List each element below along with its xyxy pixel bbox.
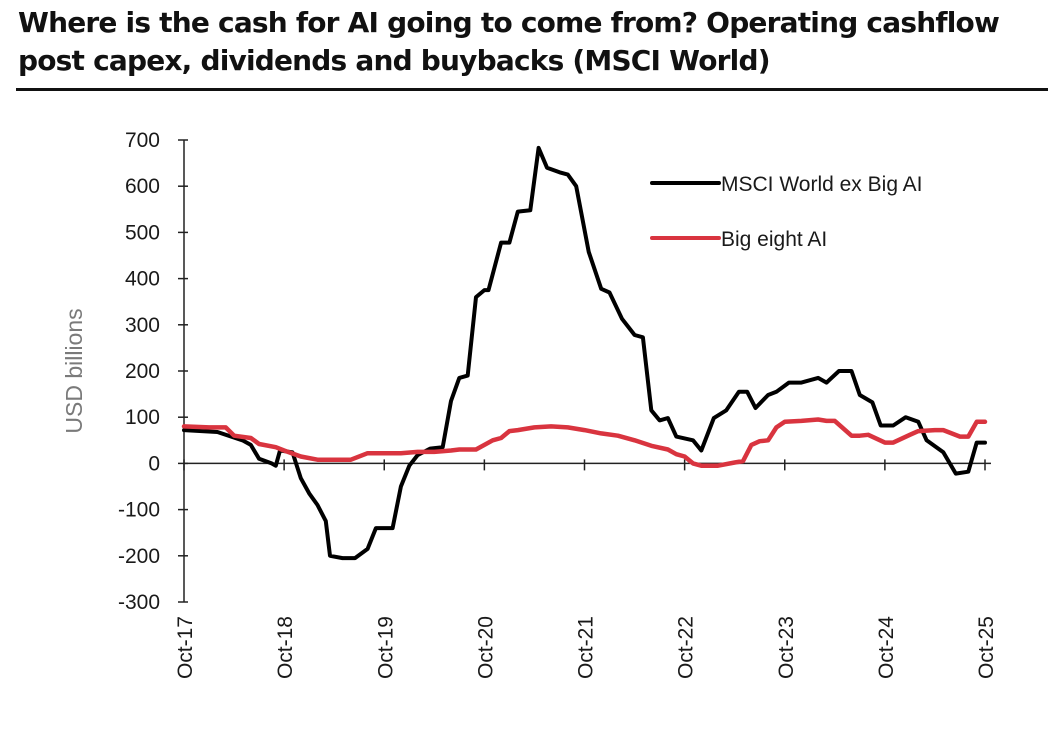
series-line-msci-world-ex-big-ai: [182, 145, 987, 561]
series-layer: [181, 145, 988, 561]
y-tick-label: -300: [118, 591, 160, 614]
series-line-big-eight-ai: [181, 417, 988, 468]
legend-label-msci-world-ex-big-ai: MSCI World ex Big AI: [721, 173, 923, 196]
y-axis-title: USD billions: [61, 308, 87, 433]
x-axis: Oct-17 Oct-18 Oct-19 Oct-20 Oct-21 Oct-22 Oct-…: [174, 459, 998, 679]
y-tick-label: 500: [125, 221, 160, 244]
legend: MSCI World ex Big AI Big eight AI: [650, 173, 923, 251]
y-tick-label: -200: [118, 545, 160, 568]
y-tick-label: 300: [125, 314, 160, 337]
x-tick-label: Oct-23: [775, 616, 798, 679]
x-tick-label: Oct-22: [675, 616, 698, 679]
y-tick-label: 100: [125, 406, 160, 429]
y-tick-label: 400: [125, 268, 160, 291]
x-tick-label: Oct-21: [575, 616, 598, 679]
legend-label-big-eight-ai: Big eight AI: [721, 228, 827, 251]
y-tick-label: 700: [125, 129, 160, 152]
y-tick-label: 200: [125, 360, 160, 383]
y-tick-label: 0: [148, 452, 160, 475]
chart-title: Where is the cash for AI going to come f…: [18, 6, 1000, 77]
y-tick-label: 600: [125, 175, 160, 198]
x-tick-label: Oct-18: [274, 616, 297, 679]
y-axis: 700 600 500 400 300 200 100 0 -100 -200 -300: [118, 129, 188, 614]
x-tick-label: Oct-17: [174, 616, 197, 679]
x-tick-label: Oct-20: [474, 616, 497, 679]
x-tick-label: Oct-24: [875, 616, 898, 679]
y-tick-label: -100: [118, 499, 160, 522]
x-tick-label: Oct-25: [975, 616, 998, 679]
x-tick-label: Oct-19: [374, 616, 397, 679]
title-divider: [16, 88, 1048, 91]
